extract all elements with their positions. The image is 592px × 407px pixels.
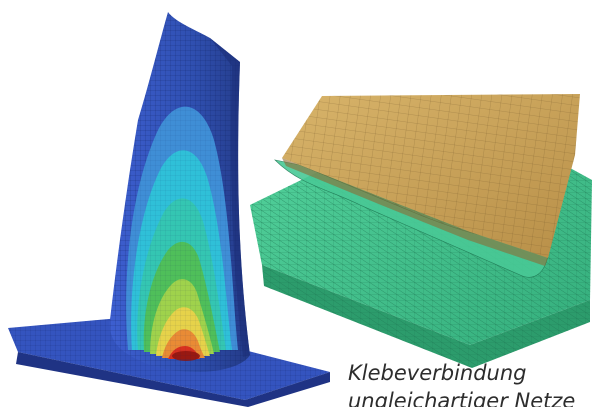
caption-line-1: Klebeverbindung: [348, 361, 527, 385]
figure-caption: Klebeverbindung ungleichartiger Netze: [348, 359, 592, 407]
caption-line-2: ungleichartiger Netze: [348, 389, 576, 407]
bonded-joint-model: [250, 94, 592, 368]
blade-stress-model: [8, 12, 330, 407]
